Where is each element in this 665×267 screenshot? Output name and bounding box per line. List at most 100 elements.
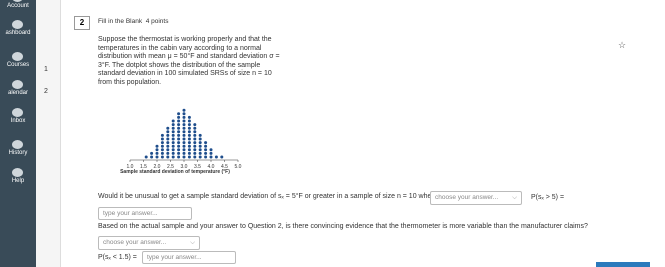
dot (193, 126, 197, 130)
dot (160, 151, 164, 155)
dot (193, 148, 197, 152)
dot (171, 133, 175, 137)
question-number: 2 (74, 16, 90, 30)
dot (187, 144, 191, 148)
x-tick-label: 4.0 (208, 164, 215, 170)
dot (171, 119, 175, 123)
dot (204, 144, 208, 148)
submit-button[interactable] (596, 262, 650, 267)
dot (155, 151, 159, 155)
dropdown-text: choose your answer... (103, 239, 167, 246)
dot (155, 144, 159, 148)
dot (193, 133, 197, 137)
dot (182, 151, 186, 155)
nav-icon (12, 168, 23, 177)
text-input[interactable]: type your answer... (98, 207, 192, 220)
probability-label: P(sₓ < 1.5) = (98, 254, 137, 261)
dot (193, 130, 197, 134)
dot (171, 155, 175, 159)
dot (182, 126, 186, 130)
nav-item[interactable]: alendar (7, 90, 28, 96)
dot (198, 148, 202, 152)
nav-icon (12, 80, 23, 89)
question-link[interactable]: 2 (44, 88, 48, 95)
dot (182, 115, 186, 119)
dot (187, 119, 191, 123)
dot (177, 144, 181, 148)
dot (182, 112, 186, 116)
dot (198, 151, 202, 155)
dot (177, 112, 181, 116)
x-axis-label: Sample standard deviation of temperature… (120, 169, 230, 175)
text-input[interactable]: type your answer... (142, 251, 236, 264)
dot (204, 151, 208, 155)
flag-icon[interactable]: ☆ (618, 40, 627, 50)
dot (171, 126, 175, 130)
question-type: Fill in the Blank 4 points (98, 18, 168, 27)
dot (204, 155, 208, 159)
dot (214, 155, 218, 159)
dot (209, 155, 213, 159)
dot (144, 155, 148, 159)
dot (182, 155, 186, 159)
nav-item[interactable]: History (8, 150, 28, 156)
dot (171, 123, 175, 127)
dot (187, 148, 191, 152)
x-tick-label: 1.0 (127, 164, 134, 170)
nav-item[interactable]: Help (11, 178, 25, 184)
nav-item[interactable]: Courses (6, 62, 30, 68)
points: 4 points (145, 18, 169, 25)
dot (187, 115, 191, 119)
nav-item[interactable]: Account (7, 3, 29, 9)
nav-icon (12, 52, 23, 61)
dot (177, 151, 181, 155)
nav-icon (12, 108, 23, 117)
dot (187, 137, 191, 141)
dot (204, 148, 208, 152)
dot (182, 123, 186, 127)
dot (160, 137, 164, 141)
dot (177, 115, 181, 119)
dot (193, 137, 197, 141)
nav-item[interactable]: Inbox (10, 118, 26, 124)
dot (177, 123, 181, 127)
dot (187, 151, 191, 155)
dot (160, 148, 164, 152)
dot (166, 144, 170, 148)
nav-icon (12, 20, 23, 29)
dot (171, 130, 175, 134)
question-link[interactable]: 1 (44, 66, 48, 73)
dot (198, 155, 202, 159)
probability-label: P(sₓ > 5) = (531, 194, 565, 201)
dot (166, 148, 170, 152)
dot (209, 151, 213, 155)
dot (220, 155, 224, 159)
dot (193, 151, 197, 155)
dropdown[interactable]: choose your answer... ⌵ (430, 191, 522, 205)
dot (166, 151, 170, 155)
dot (166, 141, 170, 145)
x-tick-label: 2.0 (154, 164, 161, 170)
type: Fill in the Blank (98, 18, 143, 25)
dot (171, 148, 175, 152)
dot (171, 144, 175, 148)
dropdown-text: choose your answer... (435, 194, 499, 201)
dropdown[interactable]: choose your answer... ⌵ (98, 236, 200, 250)
dot (187, 155, 191, 159)
part2: Based on the actual sample and your answ… (98, 223, 588, 230)
nav-icon (12, 140, 23, 149)
dot (166, 155, 170, 159)
dot (193, 144, 197, 148)
dot (187, 123, 191, 127)
nav-item[interactable]: ashboard (5, 30, 31, 36)
x-tick-label: 1.5 (140, 164, 147, 170)
dot (182, 144, 186, 148)
dot (177, 130, 181, 134)
dot (182, 119, 186, 123)
dot (204, 141, 208, 145)
part1: Would it be unusual to get a sample stan… (98, 193, 465, 200)
dot (187, 126, 191, 130)
dot (198, 144, 202, 148)
dot (166, 130, 170, 134)
